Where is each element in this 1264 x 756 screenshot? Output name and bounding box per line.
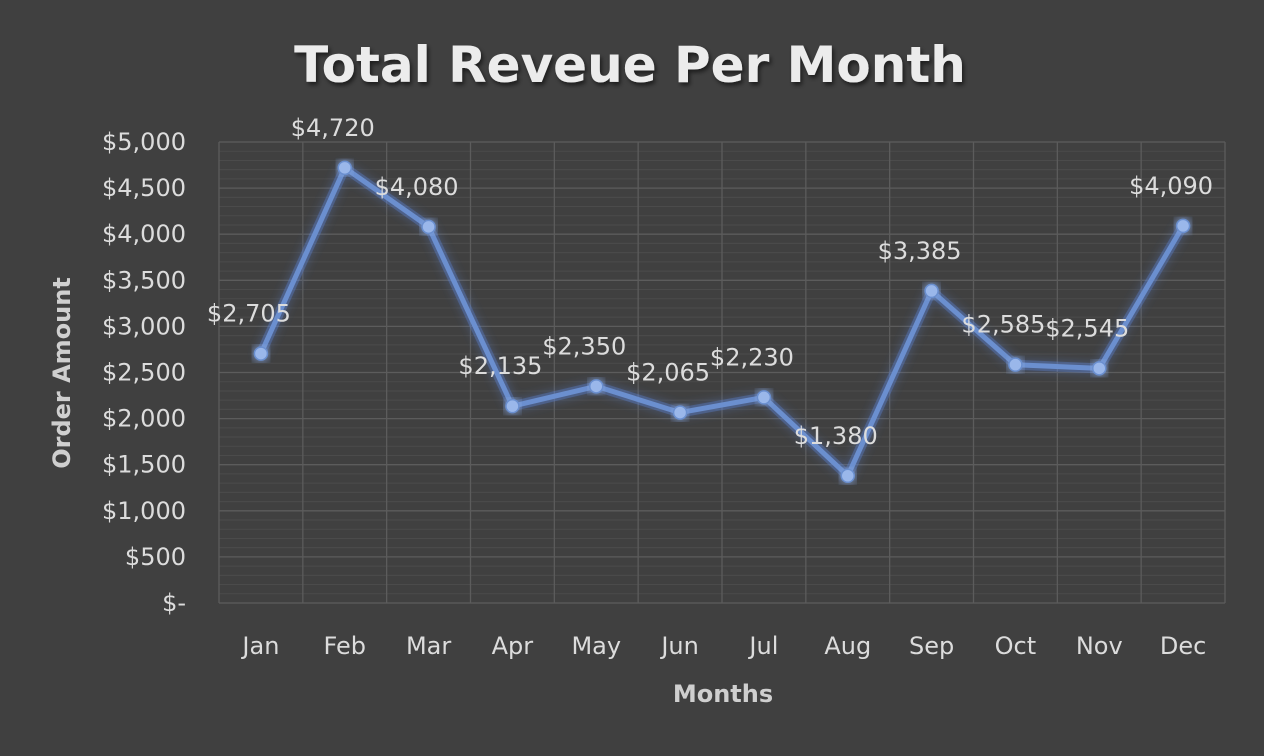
y-tick-label: $3,000 [102, 312, 186, 340]
y-tick-label: $2,000 [102, 405, 186, 433]
data-point [253, 346, 269, 361]
data-point [421, 219, 436, 235]
data-labels: $2,705 $4,720 $4,080 $2,135$2,350$2,065$2,2… [207, 114, 1213, 450]
y-tick-label: $4,000 [102, 220, 186, 248]
data-label: $3,385 [878, 237, 962, 265]
data-label: $1,380 [794, 422, 878, 450]
y-axis-title: Order Amount [48, 277, 76, 469]
data-label: $4,720 [291, 114, 375, 142]
data-point [337, 160, 352, 176]
x-tick-label: Jan [240, 632, 279, 660]
chart-title: Total Reveue Per Month [294, 36, 966, 94]
data-label: $4,080 [375, 173, 459, 201]
y-tick-label: $1,000 [102, 497, 186, 525]
data-label: $2,545 [1045, 314, 1129, 342]
data-point [1092, 361, 1107, 376]
series-markers [253, 160, 1191, 484]
data-label: $2,705 [207, 300, 291, 328]
data-label: $2,350 [542, 332, 626, 360]
x-tick-label: Mar [406, 632, 451, 660]
x-tick-label: May [571, 632, 621, 660]
data-label: $2,230 [710, 343, 794, 371]
data-label: $2,065 [626, 359, 710, 387]
y-tick-label: $1,500 [102, 451, 186, 479]
x-tick-label: Aug [824, 632, 871, 660]
y-tick-label: $- [162, 589, 186, 617]
x-axis-ticks: Jan Feb Mar Apr May Jun Jul Aug Sep Oct Nov Dec [240, 632, 1206, 660]
data-label: $2,135 [458, 352, 542, 380]
data-point [1008, 357, 1023, 372]
x-tick-label: Nov [1076, 632, 1123, 660]
y-tick-label: $500 [125, 543, 186, 571]
data-point [840, 468, 855, 484]
x-tick-label: Jun [659, 632, 699, 660]
series-line-group [255, 162, 1189, 481]
x-tick-label: Apr [492, 632, 534, 660]
data-point [924, 283, 939, 299]
grid [218, 141, 1226, 604]
y-axis-ticks: $- $500 $1,000 $1,500 $2,000 $2,500 $3,000 $3,5… [102, 128, 186, 617]
series-line [258, 165, 1186, 479]
x-tick-label: Feb [324, 632, 367, 660]
y-tick-label: $3,500 [102, 266, 186, 294]
y-tick-label: $2,500 [102, 359, 186, 387]
x-tick-label: Sep [909, 632, 954, 660]
x-tick-label: Jul [747, 632, 778, 660]
data-point [1175, 218, 1191, 234]
data-point [505, 398, 520, 414]
y-tick-label: $4,500 [102, 174, 186, 202]
y-tick-label: $5,000 [102, 128, 186, 156]
data-label: $2,585 [961, 311, 1045, 339]
x-axis-title: Months [673, 680, 773, 708]
x-tick-label: Dec [1160, 632, 1206, 660]
x-tick-label: Oct [995, 632, 1037, 660]
data-point [672, 405, 688, 420]
data-point [589, 379, 604, 394]
data-point [756, 390, 772, 405]
data-label: $4,090 [1129, 172, 1213, 200]
